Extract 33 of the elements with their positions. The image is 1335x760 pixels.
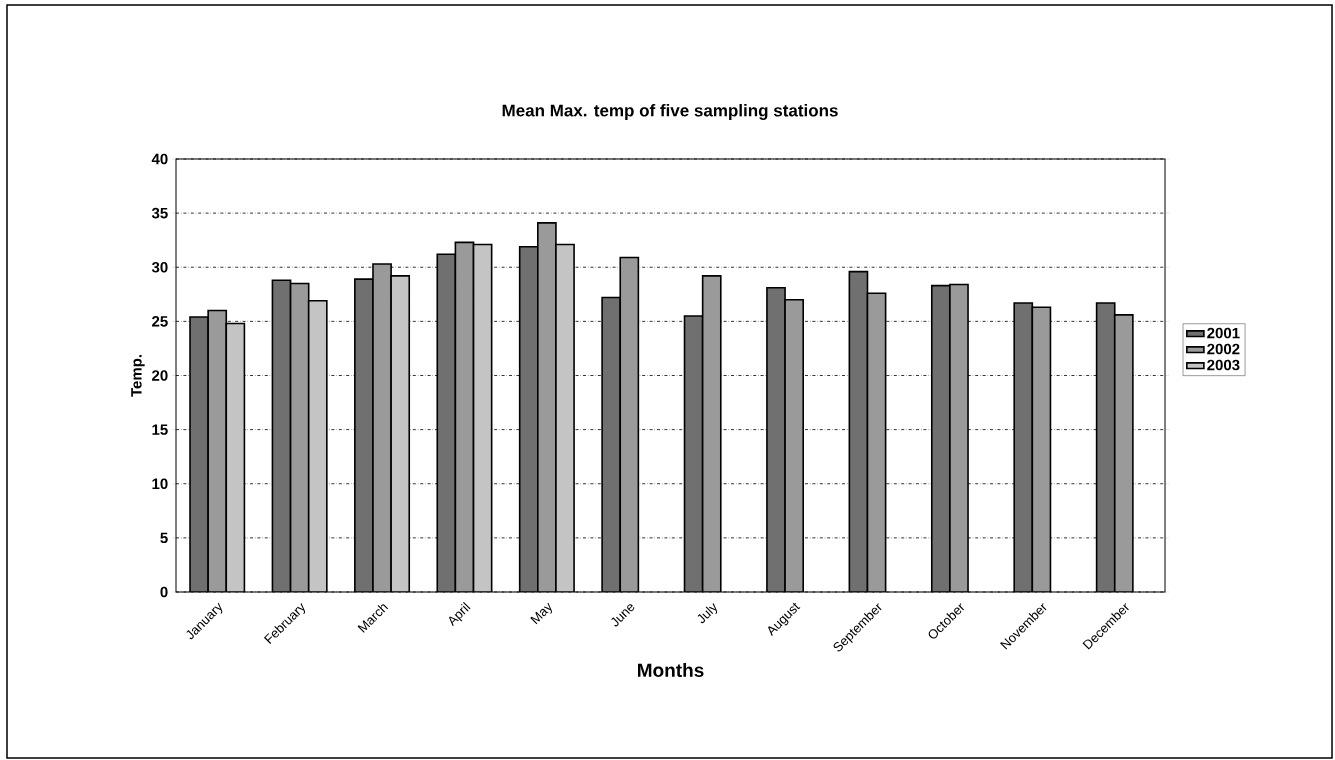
x-tick-label: July [697, 603, 718, 624]
y-tick-label: 30 [151, 261, 168, 273]
legend-label: 2003 [1207, 359, 1240, 371]
y-tick-label: 40 [151, 153, 168, 165]
bar [454, 241, 475, 592]
bar [436, 253, 457, 592]
y-axis-title: Temp. [131, 355, 145, 397]
bar [518, 245, 539, 592]
bar [289, 282, 310, 592]
bar [683, 315, 704, 592]
bar [866, 292, 887, 592]
x-axis-title: Months [638, 663, 704, 677]
bar [1013, 302, 1034, 592]
bar [225, 322, 246, 592]
bar [1095, 302, 1116, 592]
y-tick-label: 0 [160, 586, 168, 598]
bar [472, 243, 493, 592]
y-tick-label: 15 [152, 424, 168, 435]
bar [701, 275, 722, 592]
legend-label: 2001 [1207, 327, 1240, 339]
y-tick-label: 35 [151, 207, 168, 219]
y-tick-label: 10 [152, 478, 168, 490]
y-tick-label: 25 [152, 316, 168, 327]
y-tick-label: 20 [152, 370, 168, 381]
chart-title: Mean Max. temp of five sampling stations [502, 104, 838, 120]
bar [1031, 306, 1052, 592]
bar [271, 279, 292, 592]
bar [848, 270, 869, 592]
bar [619, 256, 640, 592]
x-tick-label: May [530, 602, 552, 625]
bar [307, 300, 328, 592]
y-tick-label: 5 [160, 532, 168, 544]
legend-label: 2002 [1207, 343, 1240, 355]
